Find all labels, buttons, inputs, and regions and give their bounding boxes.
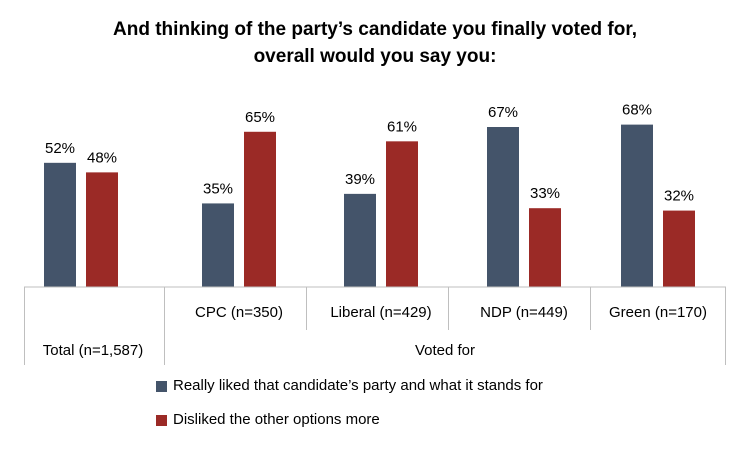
data-label-series-2-cat-1: 48%: [87, 149, 117, 166]
category-group-label: Voted for: [415, 342, 475, 359]
legend-item-series-1: Really liked that candidate’s party and …: [156, 376, 543, 396]
data-label-series-1-cat-1: 52%: [45, 140, 75, 157]
bar-series-1-cat-4: [487, 127, 519, 287]
chart-title: And thinking of the party’s candidate yo…: [0, 16, 750, 70]
chart-title-line-1: And thinking of the party’s candidate yo…: [113, 19, 637, 40]
legend-label-series-1: Really liked that candidate’s party and …: [173, 377, 543, 394]
legend-swatch-series-2: [156, 414, 167, 426]
category-label-4: NDP (n=449): [480, 304, 568, 321]
bar-series-2-cat-3: [386, 141, 418, 287]
legend: Really liked that candidate’s party and …: [156, 376, 543, 444]
chart-title-line-2: overall would you say you:: [253, 46, 497, 67]
data-label-series-1-cat-4: 67%: [488, 104, 518, 121]
data-label-series-2-cat-3: 61%: [387, 118, 417, 135]
data-label-series-1-cat-2: 35%: [203, 180, 233, 197]
data-label-series-2-cat-4: 33%: [530, 185, 560, 202]
data-label-series-2-cat-2: 65%: [245, 109, 275, 126]
plot-area: 52% 48% 35% 65% 39% 61% 67% 33% 68% 32%: [44, 102, 695, 287]
category-label-1: Total (n=1,587): [43, 342, 143, 359]
bar-series-2-cat-5: [663, 210, 695, 287]
category-label-2: CPC (n=350): [195, 304, 283, 321]
legend-label-series-2: Disliked the other options more: [173, 411, 380, 428]
category-label-5: Green (n=170): [609, 304, 707, 321]
bar-series-1-cat-5: [621, 124, 653, 287]
bar-series-2-cat-2: [244, 131, 276, 287]
bar-series-1-cat-1: [44, 162, 76, 287]
bar-series-2-cat-1: [86, 172, 118, 287]
bar-series-2-cat-4: [529, 208, 561, 287]
category-axis: Total (n=1,587) CPC (n=350) Liberal (n=429…: [24, 286, 726, 365]
bar-series-1-cat-3: [344, 193, 376, 287]
bar-series-1-cat-2: [202, 203, 234, 287]
data-label-series-2-cat-5: 32%: [664, 188, 694, 205]
data-label-series-1-cat-5: 68%: [622, 102, 652, 119]
legend-swatch-series-1: [156, 380, 167, 392]
data-label-series-1-cat-3: 39%: [345, 171, 375, 188]
category-label-3: Liberal (n=429): [330, 304, 431, 321]
legend-item-series-2: Disliked the other options more: [156, 410, 543, 430]
